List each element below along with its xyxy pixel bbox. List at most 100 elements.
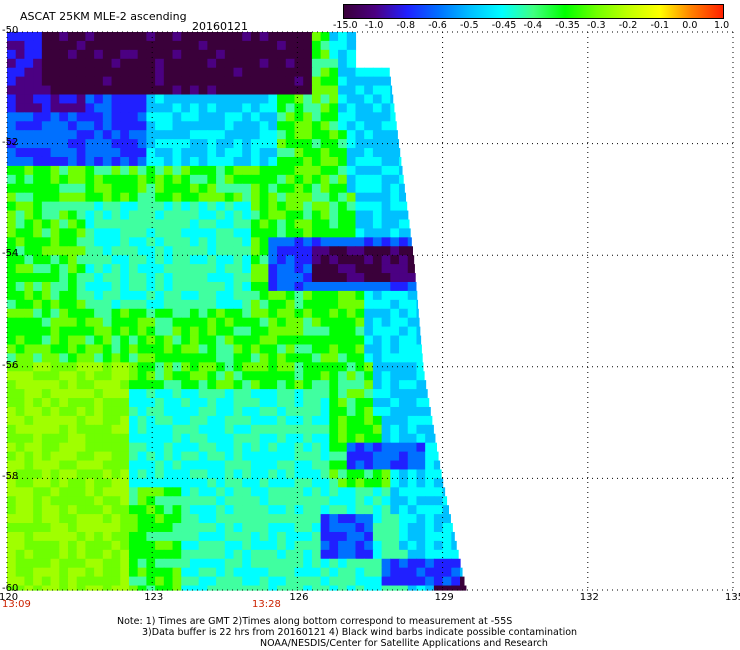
- heatmap-cell: [155, 281, 165, 292]
- heatmap-cell: [128, 201, 139, 212]
- heatmap-cell: [390, 219, 400, 230]
- heatmap-cell: [111, 308, 121, 319]
- heatmap-cell: [111, 58, 121, 69]
- heatmap-cell: [381, 130, 391, 140]
- heatmap-cell: [146, 264, 156, 274]
- heatmap-cell: [242, 505, 252, 515]
- heatmap-cell: [7, 380, 17, 390]
- heatmap-cell: [120, 469, 130, 479]
- heatmap-cell: [207, 246, 217, 256]
- heatmap-cell: [303, 442, 313, 453]
- heatmap-cell: [50, 567, 60, 578]
- heatmap-cell: [399, 264, 409, 274]
- heatmap-cell: [172, 540, 182, 551]
- heatmap-cell: [250, 442, 261, 453]
- heatmap-cell: [425, 487, 435, 497]
- heatmap-cell: [242, 308, 252, 319]
- heatmap-cell: [399, 531, 409, 542]
- heatmap-cell: [303, 371, 313, 381]
- heatmap-cell: [67, 344, 78, 355]
- heatmap-cell: [207, 273, 217, 283]
- heatmap-cell: [364, 469, 374, 479]
- heatmap-cell: [216, 335, 226, 346]
- heatmap-cell: [102, 478, 113, 488]
- heatmap-cell: [128, 478, 139, 488]
- heatmap-cell: [303, 523, 313, 533]
- heatmap-cell: [189, 130, 200, 140]
- heatmap-cell: [390, 371, 400, 381]
- heatmap-cell: [111, 94, 121, 105]
- heatmap-cell: [216, 255, 226, 265]
- heatmap-cell: [285, 567, 296, 578]
- heatmap-cell: [181, 219, 191, 230]
- heatmap-cell: [242, 406, 252, 417]
- heatmap-cell: [94, 273, 104, 283]
- heatmap-cell: [94, 317, 104, 328]
- heatmap-cell: [416, 514, 426, 524]
- heatmap-cell: [94, 567, 104, 578]
- heatmap-cell: [155, 380, 165, 390]
- heatmap-cell: [416, 317, 420, 328]
- heatmap-cell: [163, 585, 174, 591]
- heatmap-cell: [120, 549, 130, 560]
- heatmap-cell: [268, 210, 278, 221]
- heatmap-cell: [67, 148, 78, 158]
- heatmap-cell: [451, 567, 461, 578]
- heatmap-cell: [242, 344, 252, 355]
- heatmap-cell: [233, 424, 243, 435]
- heatmap-cell: [294, 58, 304, 69]
- heatmap-cell: [181, 549, 191, 560]
- heatmap-cell: [277, 558, 287, 569]
- heatmap-cell: [120, 567, 130, 578]
- heatmap-cell: [216, 299, 226, 310]
- heatmap-cell: [15, 389, 26, 399]
- heatmap-cell: [311, 174, 322, 185]
- heatmap-cell: [216, 442, 226, 453]
- heatmap-cell: [15, 531, 26, 542]
- heatmap-cell: [320, 514, 330, 524]
- heatmap-cell: [338, 531, 348, 542]
- heatmap-cell: [259, 139, 269, 149]
- heatmap-cell: [94, 496, 104, 506]
- heatmap-cell: [320, 40, 330, 51]
- colorbar-tick-label: -0.3: [587, 20, 606, 31]
- heatmap-cell: [33, 148, 43, 158]
- heatmap-cell: [311, 478, 322, 488]
- heatmap-cell: [294, 103, 304, 113]
- heatmap-cell: [146, 219, 156, 230]
- heatmap-cell: [338, 487, 348, 497]
- heatmap-cell: [85, 183, 95, 194]
- heatmap-cell: [102, 228, 113, 238]
- heatmap-cell: [59, 558, 69, 569]
- heatmap-cell: [268, 40, 278, 51]
- heatmap-cell: [224, 442, 235, 453]
- heatmap-cell: [407, 567, 418, 578]
- heatmap-cell: [41, 460, 52, 471]
- heatmap-cell: [250, 58, 261, 69]
- heatmap-cell: [94, 549, 104, 560]
- heatmap-cell: [250, 478, 261, 488]
- heatmap-cell: [85, 58, 95, 69]
- heatmap-cell: [224, 255, 235, 265]
- heatmap-cell: [390, 237, 400, 247]
- heatmap-cell: [146, 380, 156, 390]
- heatmap-cell: [390, 255, 400, 265]
- heatmap-cell: [364, 487, 374, 497]
- heatmap-cell: [198, 505, 208, 515]
- heatmap-cell: [416, 478, 426, 488]
- heatmap-cell: [94, 264, 104, 274]
- heatmap-cell: [381, 210, 391, 221]
- heatmap-cell: [94, 371, 104, 381]
- heatmap-cell: [311, 219, 322, 230]
- heatmap-cell: [33, 112, 43, 122]
- heatmap-cell: [67, 156, 78, 167]
- heatmap-cell: [277, 112, 287, 122]
- heatmap-cell: [407, 469, 418, 479]
- heatmap-cell: [390, 228, 400, 238]
- heatmap-cell: [277, 424, 287, 435]
- heatmap-cell: [233, 335, 243, 346]
- heatmap-cell: [207, 558, 217, 569]
- heatmap-cell: [94, 255, 104, 265]
- heatmap-cell: [189, 424, 200, 435]
- heatmap-cell: [181, 424, 191, 435]
